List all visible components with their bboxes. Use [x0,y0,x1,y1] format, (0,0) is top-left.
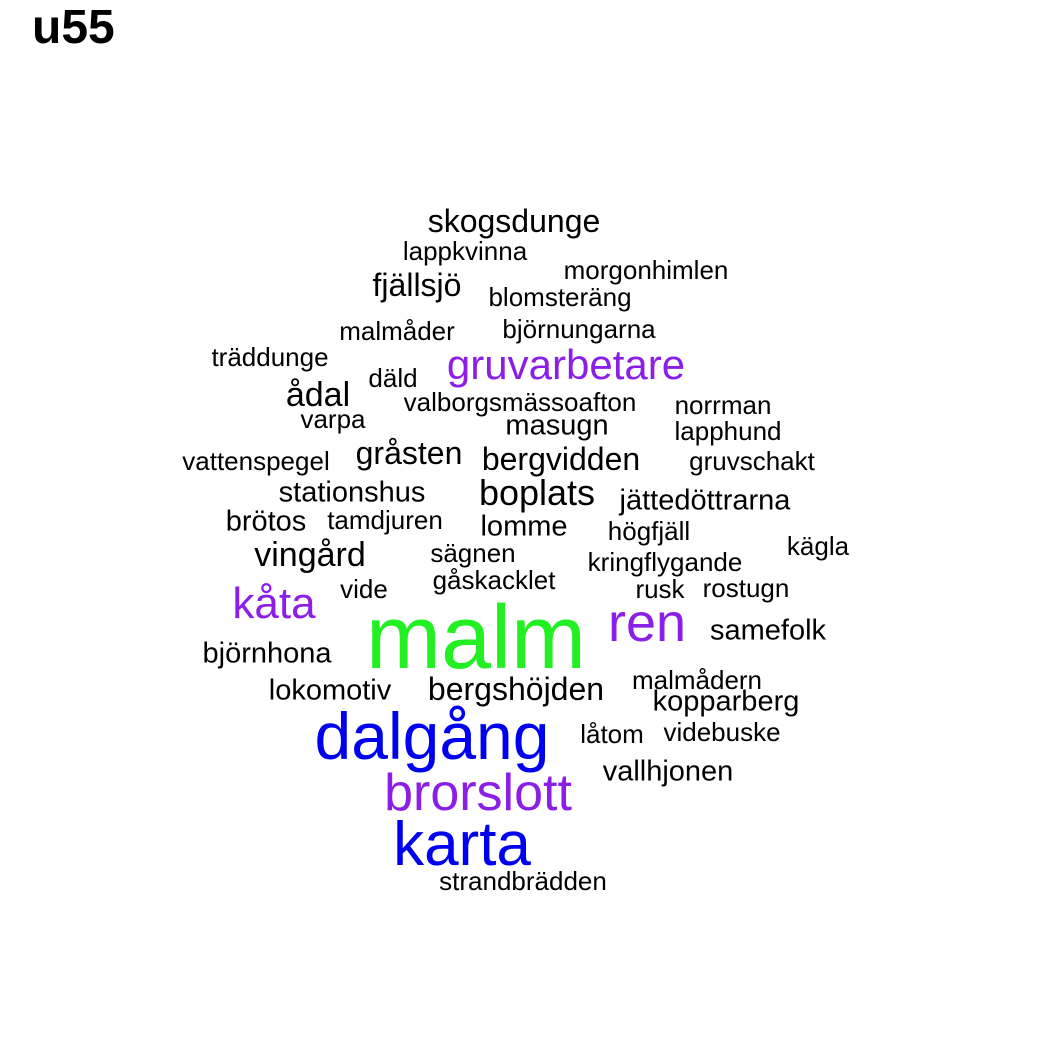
word-gruvschakt: gruvschakt [689,446,815,476]
word-bjornhona: björnhona [202,637,332,670]
word-lomme: lomme [480,510,568,543]
word-lappkvinna: lappkvinna [402,236,528,266]
word-vingard: vingård [254,536,366,574]
word-adal: ådal [285,376,351,414]
word-strandbradden: strandbrädden [439,866,607,896]
word-varpa: varpa [300,404,366,434]
word-gruvarbetare: gruvarbetare [446,341,686,388]
word-brotos: brötos [225,505,307,538]
word-kopparberg: kopparberg [652,685,800,718]
word-gaskacklet: gåskacklet [432,565,556,595]
word-morgonhimlen: morgonhimlen [563,255,729,285]
word-kagla: kägla [786,531,850,561]
word-hogfjall: högfjäll [607,516,691,546]
word-kata: kåta [232,579,316,628]
word-malmadern: malmådern [631,665,763,695]
page-title: u55 [32,1,115,54]
word-karta: karta [393,810,531,879]
word-masugn: masugn [505,409,609,442]
word-latom: låtom [580,719,644,749]
word-samefolk: samefolk [709,614,827,647]
word-videbuske: videbuske [663,717,781,747]
word-stationshus: stationshus [278,476,426,509]
word-lokomotiv: lokomotiv [268,674,392,707]
word-rostugn: rostugn [702,573,790,603]
word-norrman: norrman [674,390,772,420]
word-dald: däld [368,363,418,393]
word-fjallsjo: fjällsjö [372,267,462,303]
word-vide: vide [340,574,388,604]
word-bergvidden: bergvidden [481,441,641,477]
word-bergshojden: bergshöjden [427,671,605,707]
word-brorslott: brorslott [384,764,572,822]
word-skogsdunge: skogsdunge [427,203,601,239]
word-valborgsmassoafton: valborgsmässoafton [403,387,637,417]
word-rusk: rusk [635,574,685,604]
word-kringflygande: kringflygande [587,547,743,577]
word-ren: ren [607,593,687,653]
word-traddunge: träddunge [211,342,329,372]
word-sagnen: sägnen [430,538,516,568]
word-boplats: boplats [478,472,596,513]
word-malm: malm [366,588,586,688]
word-tamdjuren: tamdjuren [327,505,443,535]
word-grasten: gråsten [355,435,463,471]
word-jattedottrarna: jättedöttrarna [619,484,791,517]
word-malmader: malmåder [339,316,455,346]
word-vattenspegel: vattenspegel [182,446,330,476]
word-lapphund: lapphund [674,416,782,446]
word-bjornungarna: björnungarna [502,314,656,344]
word-vallhjonen: vallhjonen [602,755,734,788]
word-dalgang: dalgång [314,699,550,773]
word-blomsterang: blomsteräng [488,282,632,312]
